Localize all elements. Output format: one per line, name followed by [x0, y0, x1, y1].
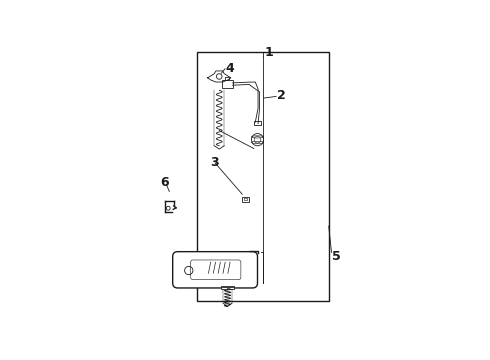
Text: 6: 6 [160, 176, 169, 189]
Bar [197, 51, 329, 301]
Text: 2: 2 [277, 89, 285, 102]
FancyBboxPatch shape [172, 252, 258, 288]
Bar [221, 286, 234, 288]
Text: 5: 5 [332, 249, 341, 262]
Text: 1: 1 [265, 46, 273, 59]
Bar [244, 198, 247, 201]
Text: 3: 3 [210, 157, 219, 170]
Bar [242, 197, 249, 202]
Bar [254, 121, 261, 125]
Bar [225, 77, 229, 80]
Bar [222, 80, 233, 87]
FancyBboxPatch shape [191, 260, 241, 280]
Text: 4: 4 [225, 62, 234, 75]
